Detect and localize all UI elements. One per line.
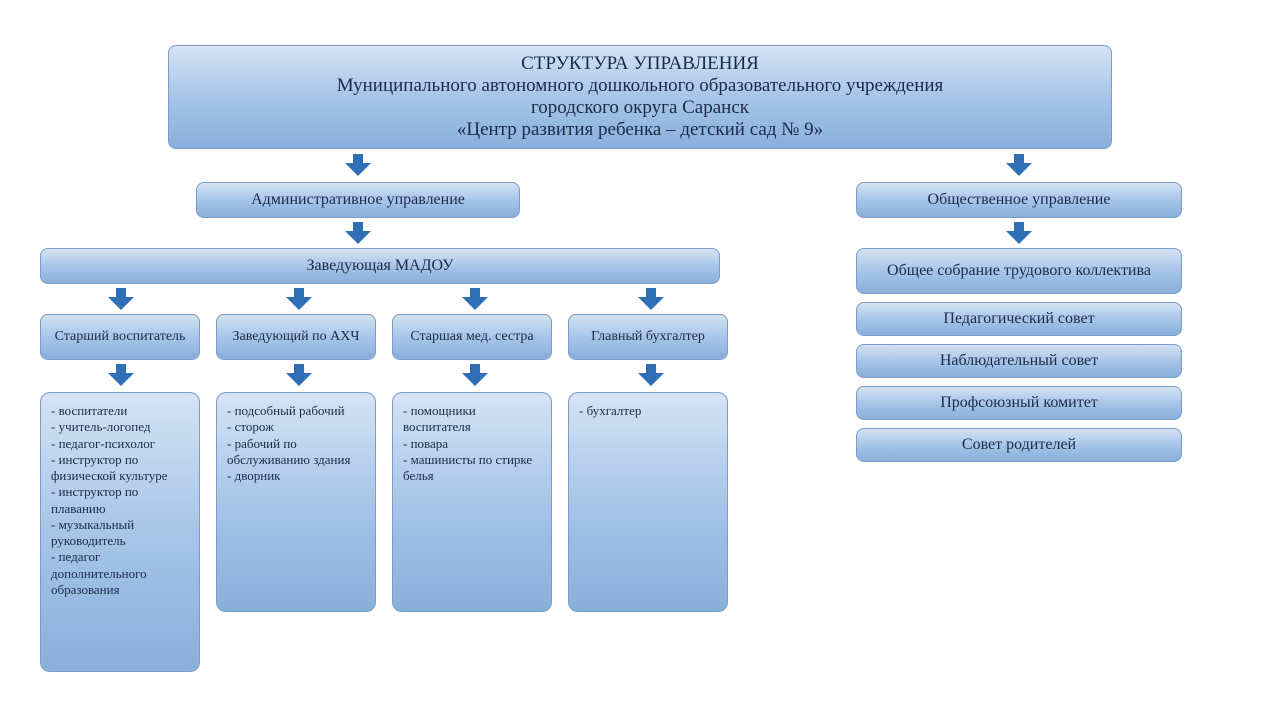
- staff-list-1: - подсобный рабочий - сторож - рабочий п…: [216, 392, 376, 612]
- arrow-down-icon: [638, 288, 664, 310]
- arrow-down-icon: [345, 222, 371, 244]
- col-title-label: Главный бухгалтер: [591, 329, 705, 345]
- col-title-label: Старший воспитатель: [55, 329, 186, 345]
- admin-management-box: Административное управление: [196, 182, 520, 218]
- arrow-down-icon: [638, 364, 664, 386]
- public-item-4: Совет родителей: [856, 428, 1182, 462]
- public-management-box: Общественное управление: [856, 182, 1182, 218]
- staff-list-2: - помощники воспитателя - повара - машин…: [392, 392, 552, 612]
- arrow-down-icon: [108, 364, 134, 386]
- header-box: СТРУКТУРА УПРАВЛЕНИЯ Муниципального авто…: [168, 45, 1112, 149]
- staff-list-0: - воспитатели - учитель-логопед - педаго…: [40, 392, 200, 672]
- public-item-1: Педагогический совет: [856, 302, 1182, 336]
- staff-list-text: - бухгалтер: [579, 403, 719, 419]
- arrow-down-icon: [462, 364, 488, 386]
- staff-list-text: - подсобный рабочий - сторож - рабочий п…: [227, 403, 367, 484]
- arrow-down-icon: [108, 288, 134, 310]
- col-title-3: Главный бухгалтер: [568, 314, 728, 360]
- col-title-label: Заведующий по АХЧ: [233, 329, 360, 345]
- admin-label: Административное управление: [251, 191, 465, 209]
- arrow-down-icon: [345, 154, 371, 176]
- public-item-label: Педагогический совет: [943, 310, 1094, 328]
- col-title-1: Заведующий по АХЧ: [216, 314, 376, 360]
- header-line4: «Центр развития ребенка – детский сад № …: [337, 119, 944, 141]
- arrow-down-icon: [286, 364, 312, 386]
- arrow-down-icon: [462, 288, 488, 310]
- staff-list-text: - помощники воспитателя - повара - машин…: [403, 403, 543, 484]
- header-line3: городского округа Саранск: [337, 97, 944, 119]
- public-item-2: Наблюдательный совет: [856, 344, 1182, 378]
- public-item-label: Профсоюзный комитет: [940, 394, 1098, 412]
- public-label: Общественное управление: [928, 191, 1111, 209]
- staff-list-text: - воспитатели - учитель-логопед - педаго…: [51, 403, 191, 598]
- arrow-down-icon: [286, 288, 312, 310]
- arrow-down-icon: [1006, 222, 1032, 244]
- col-title-2: Старшая мед. сестра: [392, 314, 552, 360]
- col-title-label: Старшая мед. сестра: [410, 329, 533, 345]
- header-line1: СТРУКТУРА УПРАВЛЕНИЯ: [337, 53, 944, 75]
- staff-list-3: - бухгалтер: [568, 392, 728, 612]
- public-item-0: Общее собрание трудового коллектива: [856, 248, 1182, 294]
- header-line2: Муниципального автономного дошкольного о…: [337, 75, 944, 97]
- public-item-3: Профсоюзный комитет: [856, 386, 1182, 420]
- public-item-label: Общее собрание трудового коллектива: [887, 261, 1151, 280]
- head-box: Заведующая МАДОУ: [40, 248, 720, 284]
- col-title-0: Старший воспитатель: [40, 314, 200, 360]
- head-label: Заведующая МАДОУ: [306, 257, 453, 275]
- public-item-label: Совет родителей: [962, 436, 1076, 454]
- public-item-label: Наблюдательный совет: [940, 352, 1098, 370]
- arrow-down-icon: [1006, 154, 1032, 176]
